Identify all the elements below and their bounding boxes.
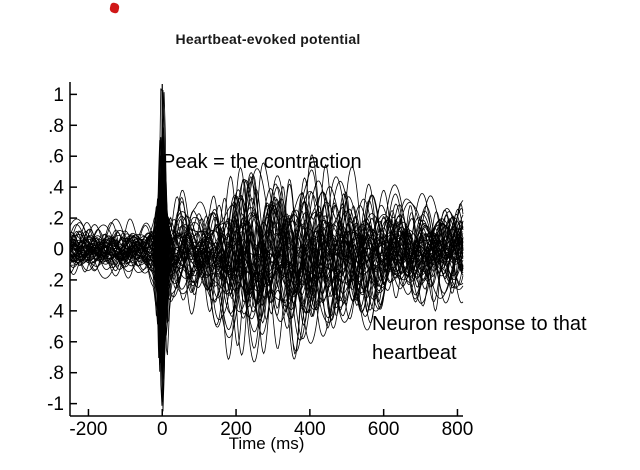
annotation-neuron-response: Neuron response to that heartbeat (372, 313, 587, 364)
annotation-peak-contraction: Peak = the contraction (162, 151, 362, 173)
y-tick-label: -1 (47, 394, 64, 415)
y-tick-label: .8 (48, 116, 64, 137)
x-tick-label: 0 (157, 419, 168, 440)
x-tick-label: 400 (294, 419, 326, 440)
trace-line (69, 153, 464, 295)
y-tick-label: .4 (48, 301, 64, 322)
trace-line (69, 127, 464, 365)
x-tick-label: -200 (69, 419, 107, 440)
y-tick-label: .6 (48, 332, 64, 353)
trace-line (69, 193, 464, 323)
y-tick-label: 0 (53, 240, 64, 261)
x-tick-label: 800 (442, 419, 474, 440)
trace-line (69, 186, 464, 295)
trace-line (69, 201, 464, 319)
trace-line (69, 193, 464, 337)
trace-line (69, 176, 464, 357)
trace-line (69, 156, 464, 328)
x-tick-label: 200 (220, 419, 252, 440)
x-axis-label: Time (ms) (229, 434, 305, 453)
y-tick-label: .2 (48, 270, 64, 291)
chart-title: Heartbeat-evoked potential (175, 31, 361, 47)
trace-line (69, 138, 464, 323)
trace-line (69, 181, 464, 314)
y-tick-label: .2 (48, 209, 64, 230)
y-tick-label: .8 (48, 363, 64, 384)
x-tick-label: 600 (368, 419, 400, 440)
trace-line (69, 164, 464, 324)
y-tick-label: 1 (53, 85, 64, 106)
y-tick-label: .4 (48, 178, 64, 199)
y-tick-label: .6 (48, 147, 64, 168)
